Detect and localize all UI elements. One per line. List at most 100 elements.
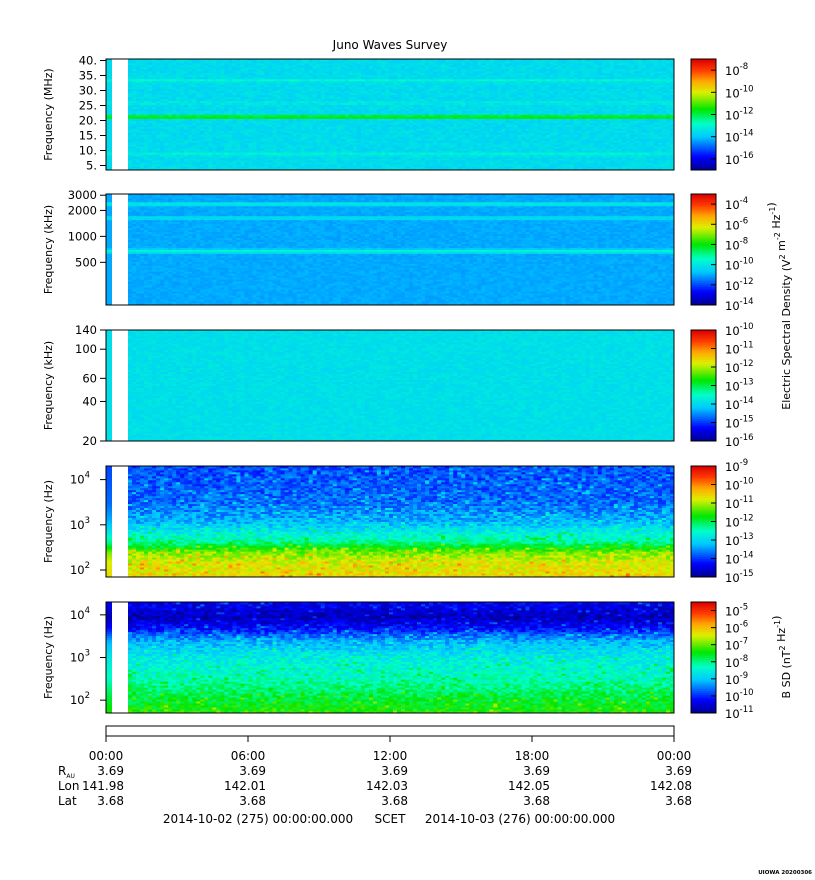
spectrogram-cell [633,150,639,153]
spectrogram-cell [613,144,619,147]
spectrogram-cell [136,146,141,149]
spectrogram-cell [481,150,486,153]
spectrogram-cell [232,142,237,145]
spectrogram-cell [497,166,502,169]
spectrogram-cell [421,164,426,167]
spectrogram-cell [288,152,293,155]
spectrogram-cell [485,142,490,145]
spectrogram-cell [148,162,153,165]
spectrogram-cell [180,148,185,151]
spectrogram-cell [152,142,157,145]
spectrogram-cell [609,146,615,149]
spectrogram-cell [276,166,281,169]
spectrogram-cell [505,166,510,169]
spectrogram-cell [360,162,366,165]
spectrogram-cell [344,152,350,155]
spectrogram-cell [212,162,217,165]
spectrogram-cell [433,152,438,155]
spectrogram-cell [561,166,566,169]
spectrogram-cell [429,154,434,157]
spectrogram-cell [573,166,579,169]
spectrogram-cell [224,150,229,153]
spectrogram-cell [573,164,579,167]
spectrogram-cell [669,166,675,169]
spectrogram-cell [356,162,362,165]
spectrogram-cell [164,160,169,163]
spectrogram-cell [653,160,659,163]
spectrogram-cell [320,160,326,163]
spectrogram-cell [549,166,554,169]
spectrogram-cell [437,152,442,155]
spectrogram-cell [513,168,518,171]
spectrogram-cell [569,164,575,167]
spectrogram-cell [493,150,498,153]
spectrogram-cell [320,166,326,169]
spectrogram-cell [429,142,434,145]
spectrogram-cell [593,154,599,157]
spectrogram-cell [216,160,221,163]
spectrogram-cell [533,154,538,157]
spectrogram-cell [461,166,466,169]
spectrogram-cell [549,142,554,145]
spectrogram-cell [525,152,530,155]
spectrogram-cell [645,156,651,159]
spectrogram-cell [304,158,310,161]
spectrogram-cell [232,148,237,151]
spectrogram-cell [192,150,197,153]
spectrogram-cell [557,156,562,159]
spectrogram-cell [296,152,302,155]
spectrogram-cell [168,150,173,153]
spectrogram-cell [128,144,133,147]
spectrogram-cell [356,150,362,153]
spectrogram-cell [513,162,518,165]
spectrogram-cell [445,148,450,151]
spectrogram-cell [188,168,193,171]
spectrogram-cell [172,168,177,171]
spectrogram-cell [360,146,366,149]
spectrogram-cell [641,164,647,167]
spectrogram-cell [392,156,398,159]
spectrogram-cell [176,148,181,151]
spectrogram-cell [633,152,639,155]
spectrogram-cell [481,160,486,163]
spectrogram-cell [236,168,241,171]
spectrogram-cell [425,156,430,159]
spectrogram-cell [453,168,458,171]
spectrogram-cell [376,148,382,151]
spectrogram-cell [593,162,599,165]
spectrogram-cell [649,168,655,171]
spectrogram-cell [501,142,506,145]
spectrogram-cell [216,152,221,155]
spectrogram-cell [493,168,498,171]
spectrogram-cell [128,162,133,165]
spectrogram-cell [477,168,482,171]
spectrogram-cell [300,156,306,159]
spectrogram-cell [541,158,546,161]
spectrogram-cell [605,154,611,157]
spectrogram-cell [328,156,334,159]
spectrogram-cell [196,152,201,155]
spectrogram-cell [272,146,277,149]
spectrogram-cell [605,146,611,149]
spectrogram-cell [300,146,306,149]
spectrogram-cell [296,142,302,145]
spectrogram-cell [372,158,378,161]
spectrogram-cell [433,166,438,169]
spectrogram-cell [425,158,430,161]
spectrogram-cell [613,158,619,161]
spectrogram-cell [425,166,430,169]
spectrogram-cell [597,166,603,169]
spectrogram-cell [501,160,506,163]
spectrogram-cell [136,144,141,147]
spectrogram-cell [356,156,362,159]
spectrogram-cell [521,162,526,165]
spectrogram-cell [621,168,627,171]
spectrogram-cell [441,162,446,165]
spectrogram-cell [641,148,647,151]
spectrogram-cell [413,168,418,171]
spectrogram-cell [665,146,671,149]
spectrogram-cell [136,166,141,169]
spectrogram-cell [553,168,558,171]
spectrogram-cell [232,152,237,155]
